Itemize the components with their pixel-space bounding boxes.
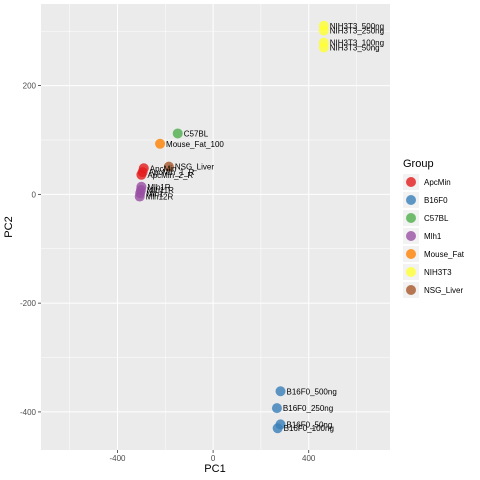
point-label: Mlh1 [146, 189, 164, 198]
legend-swatch [406, 285, 416, 295]
legend-items: ApcMin B16F0 C57BL Mlh1 Mouse_Fat NIH3T3 NSG_L… [403, 174, 465, 298]
legend-label: Mlh1 [424, 232, 442, 241]
legend-label: C57BL [424, 214, 449, 223]
legend-label: NIH3T3 [424, 268, 452, 277]
point-label: NIH3T3_500ng [330, 22, 384, 31]
point-label: Mlh11R [147, 186, 174, 195]
point-label: NSG_Liver [175, 163, 214, 172]
x-tick-label: -400 [109, 454, 126, 463]
y-tick-label: 0 [32, 190, 37, 199]
point-label: Mlh12R [146, 193, 174, 202]
plot-background [41, 4, 390, 450]
x-tick-label: 400 [302, 454, 316, 463]
point-label: ApcMin_2_R [147, 171, 193, 180]
point-label: NIH3T3_50ng [330, 44, 380, 53]
data-point [136, 169, 147, 180]
y-tick-label: 200 [23, 82, 37, 91]
point-label: B16F0_100ng [284, 424, 334, 433]
data-point [275, 386, 286, 397]
point-label: ApcMin_1_R [149, 168, 195, 177]
legend: Group ApcMin B16F0 C57BL Mlh1 Mouse_Fat NIH3T… [403, 158, 465, 298]
x-axis-ticks: -400 0 400 [109, 450, 316, 463]
point-label: ApcMin [150, 164, 177, 173]
legend-label: NSG_Liver [424, 286, 463, 295]
x-tick-label: 0 [211, 454, 216, 463]
data-points [134, 20, 329, 434]
legend-swatch [406, 231, 416, 241]
grid-major [41, 4, 390, 450]
point-label: NIH3T3_250ng [330, 27, 384, 36]
point-label: Mouse_Fat_100 [166, 140, 224, 149]
legend-swatch [406, 249, 416, 259]
data-point [272, 423, 283, 434]
legend-swatch [406, 177, 416, 187]
point-label: B16F0_50ng [287, 420, 333, 429]
point-label: C57BL [184, 129, 209, 138]
grid-minor [41, 4, 390, 450]
y-tick-label: -400 [20, 408, 37, 417]
data-point [172, 128, 183, 139]
legend-label: B16F0 [424, 196, 448, 205]
data-point [318, 42, 329, 53]
data-point [155, 138, 166, 149]
data-point [318, 25, 329, 36]
legend-swatch [406, 267, 416, 277]
y-axis-ticks: -400 -200 0 200 [20, 82, 41, 417]
legend-swatch [406, 195, 416, 205]
legend-label: ApcMin [424, 178, 451, 187]
y-tick-label: -200 [20, 299, 37, 308]
x-axis-title: PC1 [204, 463, 225, 475]
point-label: NIH3T3_100ng [330, 39, 384, 48]
data-point [163, 161, 174, 172]
point-label: B16F0_250ng [283, 404, 333, 413]
point-label: B16F0_500ng [287, 387, 337, 396]
legend-title: Group [403, 158, 434, 170]
y-axis-title: PC2 [3, 216, 15, 237]
data-point [134, 191, 145, 202]
data-point [271, 403, 282, 414]
legend-swatch [406, 213, 416, 223]
point-label: Mlh1R [147, 183, 170, 192]
legend-label: Mouse_Fat [424, 250, 465, 259]
